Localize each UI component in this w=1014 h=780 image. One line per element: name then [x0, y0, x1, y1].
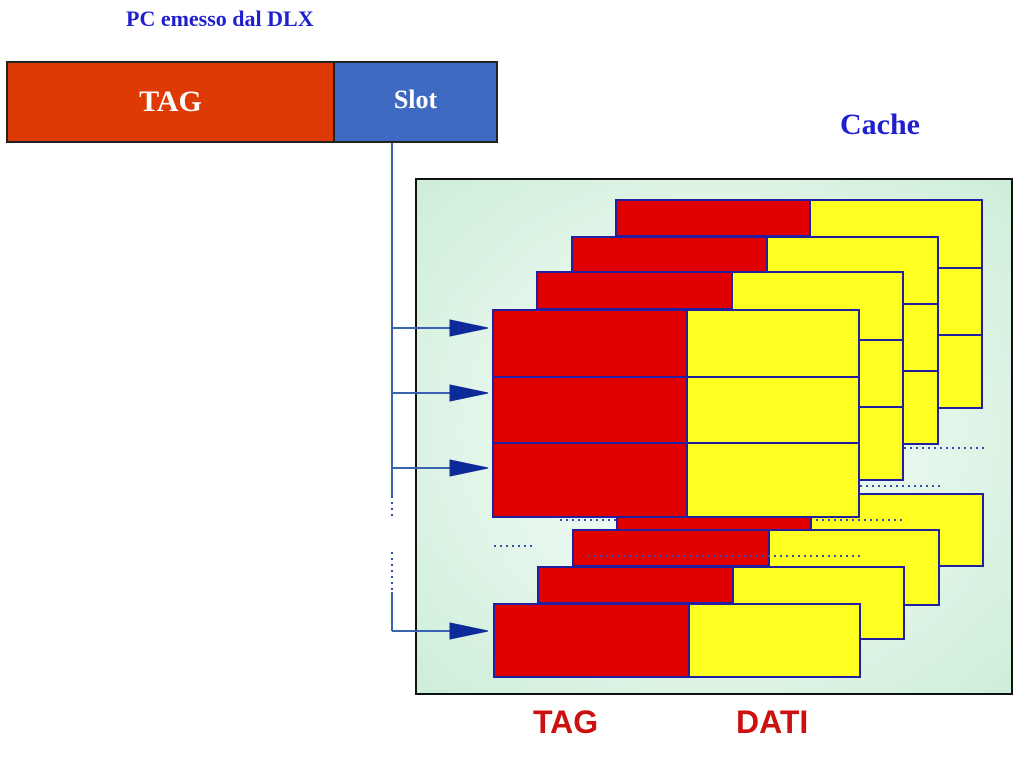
cache-set-front-lower	[493, 603, 861, 678]
cache-tag-block	[536, 271, 733, 310]
continuation-dots	[391, 447, 988, 592]
cache-data-block	[686, 442, 860, 518]
column-label-data: DATI	[736, 704, 809, 740]
cache-tag-block	[571, 236, 768, 273]
cache-tag-block	[537, 566, 734, 604]
cache-tag-block	[572, 529, 770, 567]
address-slot-field: Slot	[335, 63, 496, 141]
cache-tag-block	[492, 309, 688, 378]
cache-title: Cache	[840, 108, 920, 141]
arrowheads	[449, 319, 489, 640]
arrow-icon	[449, 622, 489, 640]
arrow-icon	[449, 319, 489, 337]
cache-set-front	[492, 309, 860, 518]
arrow-icon	[449, 384, 489, 402]
cache-tag-block	[492, 376, 688, 444]
address-bar: TAG Slot	[6, 61, 498, 143]
column-label-tag: TAG	[533, 704, 599, 740]
cache-data-block	[686, 376, 860, 444]
cache-data-block	[686, 309, 860, 378]
cache-tag-block	[615, 199, 811, 237]
pc-title: PC emesso dal DLX	[126, 6, 314, 31]
arrow-icon	[449, 459, 489, 477]
cache-tag-block	[492, 442, 688, 518]
cache-data-block	[688, 603, 861, 678]
cache-tag-block	[493, 603, 690, 678]
address-tag-field: TAG	[8, 63, 335, 141]
